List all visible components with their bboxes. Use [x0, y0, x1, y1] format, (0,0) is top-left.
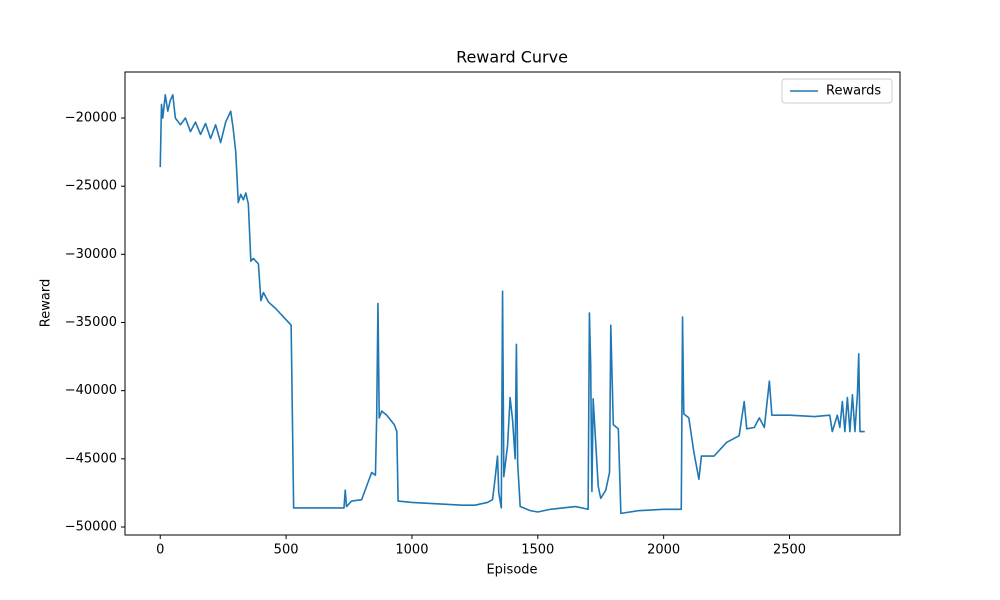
y-tick-label: −25000: [65, 179, 117, 194]
line: [159, 94, 865, 515]
y-tick-label: −50000: [65, 519, 117, 534]
y-tick-label: −20000: [65, 111, 117, 126]
plot-frame: [124, 71, 901, 536]
y-axis-label: Reward: [39, 279, 54, 327]
x-axis-label: Episode: [486, 563, 537, 578]
x-tick-label: 1000: [395, 543, 428, 558]
y-tick-label: −40000: [65, 383, 117, 398]
legend-box: [781, 78, 893, 104]
x-tick-label: 1500: [521, 543, 554, 558]
x-tick-label: 2000: [647, 543, 680, 558]
y-tick-label: −45000: [65, 451, 117, 466]
y-tick-label: −35000: [65, 315, 117, 330]
legend-label: Rewards: [826, 84, 881, 99]
x-tick-label: 500: [274, 543, 299, 558]
y-tick-label: −30000: [65, 247, 117, 262]
x-tick-label: 0: [156, 543, 164, 558]
chart-title: Reward Curve: [456, 48, 568, 67]
x-tick-label: 2500: [773, 543, 806, 558]
